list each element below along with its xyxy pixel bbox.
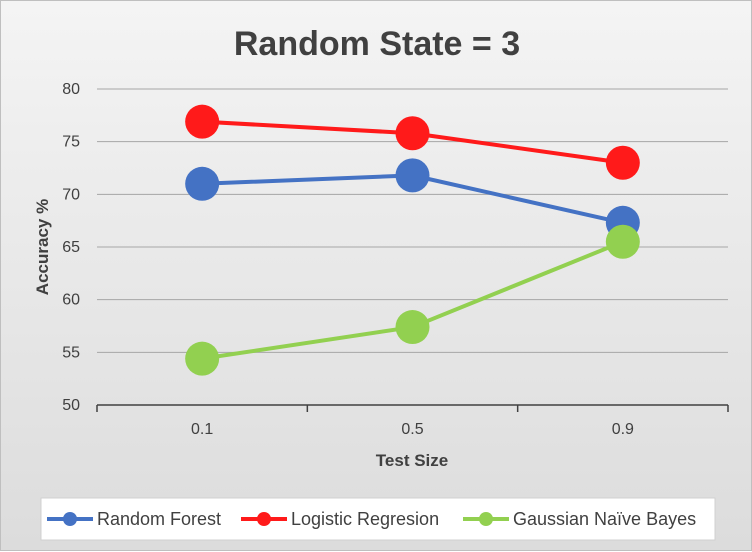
legend-box: [40, 497, 716, 541]
series-layer: [185, 104, 640, 376]
data-point: [395, 158, 430, 193]
data-point: [605, 224, 640, 259]
y-tick-label: 60: [62, 292, 80, 309]
data-point: [605, 145, 640, 180]
legend-item: Gaussian Naïve Bayes: [463, 509, 696, 529]
legend: Random Forest Logistic Regresion Gaussian …: [47, 509, 696, 529]
y-tick-label: 55: [62, 344, 80, 361]
axes: 50 55 60 65 70 75 80 0.1 0.5 0.9: [62, 81, 729, 438]
legend-marker: [257, 512, 271, 526]
legend-item: Random Forest: [47, 509, 221, 529]
legend-label: Random Forest: [97, 509, 221, 529]
series-gaussian-na-ve-bayes: [185, 224, 640, 376]
x-axis-title: Test Size: [376, 451, 448, 470]
series-logistic-regresion: [185, 104, 640, 180]
legend-label: Logistic Regresion: [291, 509, 439, 529]
data-point: [395, 310, 430, 345]
y-tick-label: 65: [62, 239, 80, 256]
y-tick-label: 75: [62, 134, 80, 151]
y-tick-label: 80: [62, 81, 80, 98]
data-point: [185, 166, 220, 201]
series-random-forest: [185, 158, 640, 240]
y-tick-label: 50: [62, 397, 80, 414]
legend-item: Logistic Regresion: [241, 509, 439, 529]
legend-marker: [479, 512, 493, 526]
data-point: [395, 116, 430, 151]
data-point: [185, 104, 220, 139]
legend-label: Gaussian Naïve Bayes: [513, 509, 696, 529]
x-tick-label: 0.5: [401, 421, 423, 438]
x-tick-label: 0.1: [191, 421, 213, 438]
y-tick-label: 70: [62, 186, 80, 203]
y-axis-title: Accuracy %: [33, 199, 52, 295]
chart-title: Random State = 3: [234, 25, 520, 63]
legend-marker: [63, 512, 77, 526]
data-point: [185, 341, 220, 376]
x-tick-label: 0.9: [612, 421, 634, 438]
